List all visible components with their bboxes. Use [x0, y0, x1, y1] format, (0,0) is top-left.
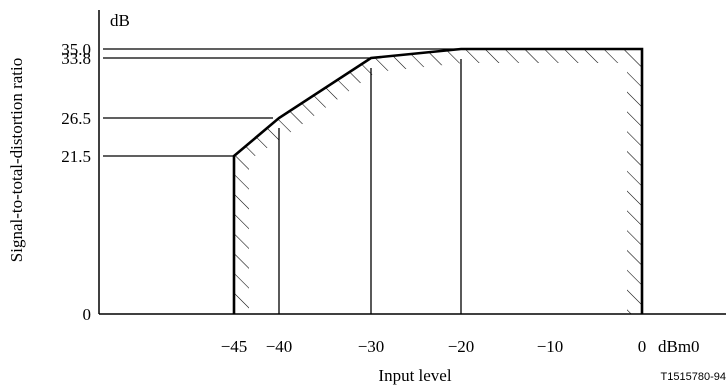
y-tick-label: 0 [83, 305, 92, 324]
y-axis-title: Signal-to-total-distortion ratio [7, 58, 26, 262]
mask-curve [232, 47, 644, 314]
hatch-band [234, 49, 642, 314]
x-tick-label: 0 [638, 337, 647, 356]
x-tick-label: −40 [266, 337, 293, 356]
hatched-region [234, 49, 642, 314]
x-unit-label: dBm0 [658, 337, 700, 356]
y-tick-label: 21.5 [61, 147, 91, 166]
x-tick-label: −30 [358, 337, 385, 356]
figure-id: T1515780-94 [661, 371, 726, 383]
x-tick-label: −45 [221, 337, 248, 356]
y-tick-label: 35.0 [61, 40, 91, 59]
reference-lines [103, 48, 462, 314]
y-tick-label: 33.8 [61, 49, 91, 68]
axes [98, 10, 726, 315]
y-unit-label: dB [110, 11, 130, 30]
mask-line [232, 47, 644, 314]
x-tick-label: −20 [448, 337, 475, 356]
y-tick-label: 26.5 [61, 109, 91, 128]
x-tick-label: −10 [537, 337, 564, 356]
x-axis-title: Input level [378, 366, 451, 385]
tick-labels: −45 −40 −30 −20 −10 0 0 21.5 26.5 33.835.0 [61, 40, 646, 356]
